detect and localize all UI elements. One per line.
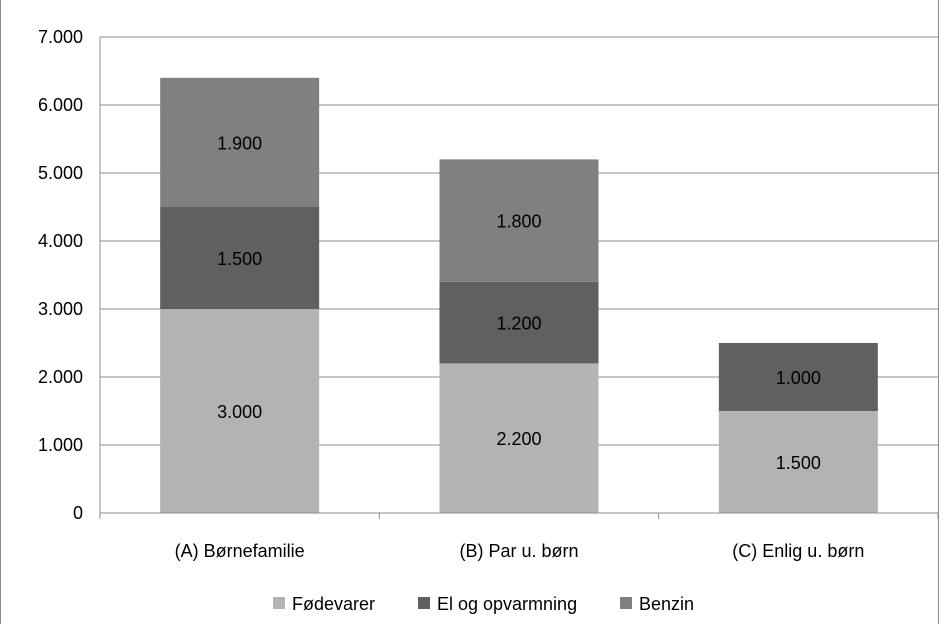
legend: Fødevarer El og opvarmning Benzin bbox=[273, 594, 694, 614]
data-label: 1.000 bbox=[776, 368, 821, 388]
y-tick-label: 1.000 bbox=[38, 435, 83, 455]
data-label: 1.900 bbox=[217, 133, 262, 153]
y-tick-label: 6.000 bbox=[38, 95, 83, 115]
data-label: 1.500 bbox=[776, 453, 821, 473]
bar-segment bbox=[439, 159, 599, 282]
x-category-label: (B) Par u. børn bbox=[459, 541, 578, 561]
y-tick-label: 3.000 bbox=[38, 299, 83, 319]
axes: 0 1.000 2.000 3.000 4.000 5.000 6.000 7.000 (A) … bbox=[38, 27, 939, 561]
bar-segment bbox=[718, 343, 878, 411]
y-tick-label: 4.000 bbox=[38, 231, 83, 251]
bar-segment bbox=[439, 363, 599, 513]
bar-segment bbox=[439, 281, 599, 364]
bar-segment bbox=[160, 77, 320, 207]
legend-swatch bbox=[620, 597, 632, 609]
data-label: 1.800 bbox=[496, 212, 541, 232]
data-label: 1.500 bbox=[217, 249, 262, 269]
legend-label: Fødevarer bbox=[292, 594, 375, 614]
legend-swatch bbox=[418, 597, 430, 609]
y-tick-label: 2.000 bbox=[38, 367, 83, 387]
bar-segment bbox=[160, 207, 320, 309]
bars: 3.000 1.500 1.900 2.200 1.200 1.800 1.500 1.000 bbox=[160, 77, 878, 513]
data-label: 3.000 bbox=[217, 402, 262, 422]
x-category-label: (C) Enlig u. børn bbox=[732, 541, 864, 561]
legend-label: El og opvarmning bbox=[437, 594, 577, 614]
y-tick-label: 5.000 bbox=[38, 163, 83, 183]
bar-segment bbox=[160, 309, 320, 513]
bar-segment bbox=[718, 411, 878, 513]
data-label: 1.200 bbox=[496, 314, 541, 334]
y-tick-label: 7.000 bbox=[38, 27, 83, 47]
legend-label: Benzin bbox=[639, 594, 694, 614]
y-tick-label: 0 bbox=[73, 503, 83, 523]
data-label: 2.200 bbox=[496, 429, 541, 449]
x-category-label: (A) Børnefamilie bbox=[175, 541, 305, 561]
legend-swatch bbox=[273, 597, 285, 609]
